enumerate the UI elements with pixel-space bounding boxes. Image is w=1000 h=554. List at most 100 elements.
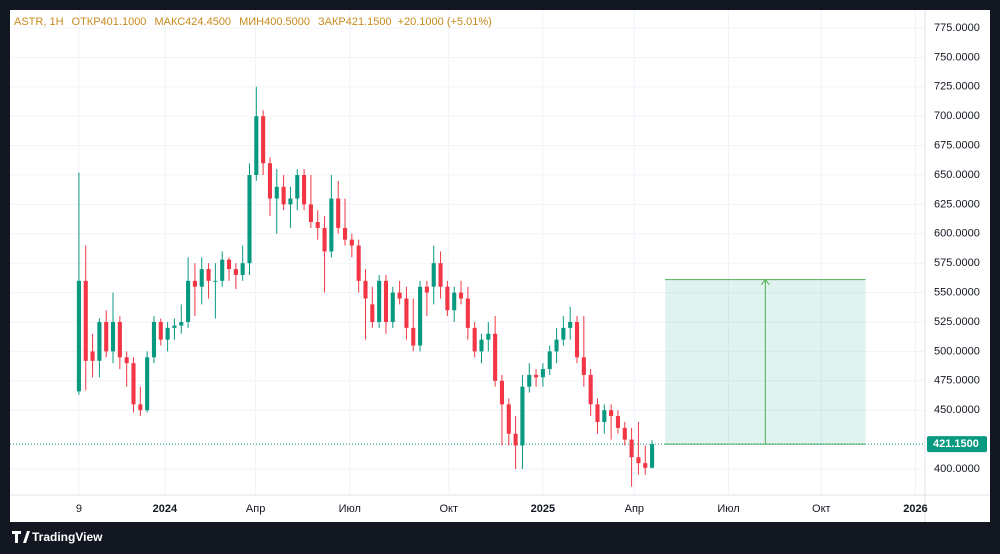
candle-body bbox=[233, 269, 238, 275]
y-tick-label: 725.0000 bbox=[934, 81, 980, 93]
candle-body bbox=[370, 304, 375, 323]
candle-body bbox=[363, 280, 368, 299]
legend-value: 400.5000 bbox=[264, 16, 310, 28]
candle-body bbox=[465, 298, 470, 328]
y-tick-label: 550.0000 bbox=[934, 287, 980, 299]
x-tick-label: 2024 bbox=[153, 503, 178, 515]
symbol: ASTR, 1H bbox=[14, 16, 64, 28]
y-tick-label: 600.0000 bbox=[934, 228, 980, 240]
legend: ASTR, 1H ОТКР401.1000 МАКС424.4500 МИН400.5… bbox=[14, 16, 492, 28]
x-tick-label: 9 bbox=[76, 503, 82, 515]
candle-body bbox=[431, 263, 436, 287]
candle-body bbox=[540, 369, 545, 378]
candle-body bbox=[643, 463, 648, 468]
candle-body bbox=[110, 322, 116, 352]
candle-body bbox=[568, 322, 573, 328]
candle-body bbox=[342, 227, 348, 240]
candle-body bbox=[513, 433, 518, 446]
candle-body bbox=[329, 198, 334, 252]
legend-value: 424.4500 bbox=[185, 16, 231, 28]
candle-body bbox=[308, 204, 313, 223]
y-tick-label: 675.0000 bbox=[934, 140, 980, 152]
logo[interactable]: TradingView bbox=[12, 530, 103, 544]
x-tick-label: 2025 bbox=[531, 503, 555, 515]
legend-label: ЗАКР bbox=[318, 16, 346, 28]
y-tick-label: 750.0000 bbox=[934, 51, 980, 63]
legend-label: МАКС bbox=[154, 16, 185, 28]
candle-body bbox=[561, 327, 566, 340]
y-tick-label: 500.0000 bbox=[934, 345, 980, 357]
candle-body bbox=[172, 325, 177, 328]
y-tick-label: 625.0000 bbox=[934, 198, 980, 210]
candle-body bbox=[336, 198, 341, 228]
candle-body bbox=[90, 351, 95, 361]
candle-body bbox=[506, 404, 511, 434]
legend-change: +20.1000 (+5.01%) bbox=[398, 16, 492, 28]
candle-body bbox=[458, 292, 464, 299]
candle-body bbox=[267, 163, 273, 199]
candle-body bbox=[472, 327, 477, 352]
candle-body bbox=[179, 322, 184, 326]
candle-body bbox=[213, 280, 218, 282]
candle-body bbox=[595, 404, 600, 422]
candle-body bbox=[76, 280, 81, 392]
candle-body bbox=[581, 357, 586, 375]
x-tick-label: Окт bbox=[439, 503, 458, 515]
candle-body bbox=[192, 280, 197, 287]
candle-body bbox=[274, 186, 279, 199]
x-tick-label: 2026 bbox=[903, 503, 927, 515]
candle-body bbox=[206, 269, 211, 281]
candle-body bbox=[438, 263, 443, 287]
candle-body bbox=[349, 239, 354, 246]
candle-body bbox=[145, 357, 150, 411]
candle-body bbox=[151, 322, 157, 358]
candle-body bbox=[315, 222, 320, 228]
x-tick-label: Июл bbox=[717, 503, 739, 515]
candle-body bbox=[602, 410, 607, 422]
candle-body bbox=[302, 174, 307, 205]
candle-body bbox=[650, 444, 655, 468]
candle-body bbox=[104, 322, 109, 352]
candle-body bbox=[452, 292, 457, 311]
x-tick-label: Апр bbox=[246, 503, 265, 515]
candle-body bbox=[493, 333, 498, 381]
candle-body bbox=[281, 186, 286, 205]
candle-body bbox=[356, 245, 361, 281]
x-tick-label: Апр bbox=[625, 503, 644, 515]
candle-body bbox=[124, 357, 129, 364]
candle-body bbox=[240, 263, 245, 275]
candle-body bbox=[609, 410, 614, 417]
candle-body bbox=[383, 280, 389, 323]
y-tick-label: 450.0000 bbox=[934, 404, 980, 416]
legend-label: МИН bbox=[239, 16, 264, 28]
candle-body bbox=[622, 427, 627, 440]
candle-body bbox=[199, 269, 204, 287]
x-tick-label: Окт bbox=[812, 503, 831, 515]
candle-body bbox=[554, 339, 559, 352]
candle-body bbox=[288, 198, 293, 205]
y-tick-label: 575.0000 bbox=[934, 257, 980, 269]
candle-body bbox=[411, 327, 416, 346]
candle-body bbox=[479, 339, 484, 352]
candle-body bbox=[527, 374, 532, 387]
y-tick-label: 525.0000 bbox=[934, 316, 980, 328]
candle-body bbox=[261, 116, 266, 164]
y-tick-label: 400.0000 bbox=[934, 463, 980, 475]
last-price-label: 421.1500 bbox=[933, 438, 979, 450]
candle-body bbox=[131, 363, 136, 405]
candle-body bbox=[138, 404, 143, 411]
legend-label: ОТКР bbox=[72, 16, 101, 28]
candle-body bbox=[158, 322, 163, 340]
y-tick-label: 650.0000 bbox=[934, 169, 980, 181]
candle-body bbox=[574, 322, 580, 358]
candle-body bbox=[445, 286, 450, 311]
projection-arrow-head bbox=[760, 278, 770, 285]
legend-value: 401.1000 bbox=[101, 16, 147, 28]
candle-body bbox=[588, 374, 593, 405]
candle-body bbox=[220, 259, 225, 281]
logo-icon bbox=[12, 531, 30, 543]
y-tick-label: 700.0000 bbox=[934, 110, 980, 122]
candle-body bbox=[97, 322, 102, 361]
last-price-box bbox=[927, 436, 987, 453]
